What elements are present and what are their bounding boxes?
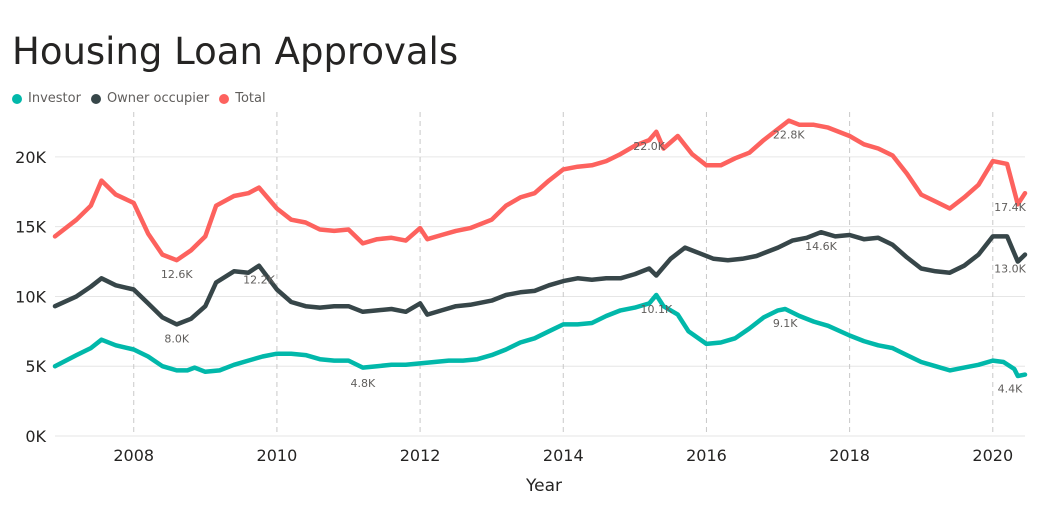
y-tick-label: 5K [25,357,46,376]
y-tick-label: 0K [25,427,46,446]
y-tick-label: 15K [15,218,46,237]
x-axis: 2008 2010 2012 2014 2016 2018 2020 [113,446,1013,465]
data-labels: 4.8K 10.1K 9.1K 4.4K 8.0K 12.2K 14.6K 13.0K 12.6… [161,129,1027,396]
y-axis: 0K 5K 10K 15K 20K [15,148,46,446]
series-line-total [52,118,1028,263]
series-lines [52,118,1028,379]
x-axis-title: Year [525,476,562,496]
legend-marker-owner-occupier [90,93,101,104]
legend-marker-investor [12,93,22,104]
gridlines [55,112,1025,437]
data-label-total: 22.8K [773,129,805,142]
data-label-owner-occupier: 12.2K [243,274,275,287]
legend-label-investor: Investor [28,91,81,106]
legend-item-investor[interactable]: Investor [12,91,81,106]
y-tick-label: 10K [15,287,46,306]
data-label-total: 22.0K [633,140,665,153]
data-label-total: 17.4K [994,201,1026,214]
data-label-owner-occupier: 13.0K [994,263,1026,276]
legend-label-owner-occupier: Owner occupier [106,91,210,106]
legend-marker-total [219,93,230,104]
legend: Investor Owner occupier Total [12,91,266,106]
data-label-investor: 4.8K [350,377,375,390]
legend-label-total: Total [235,91,266,106]
legend-item-total[interactable]: Total [219,91,266,106]
data-label-owner-occupier: 14.6K [805,240,837,253]
data-label-investor: 9.1K [773,317,798,330]
data-label-owner-occupier: 8.0K [164,332,189,345]
x-tick-label: 2020 [972,446,1013,465]
y-tick-label: 20K [15,148,46,167]
legend-item-owner-occupier[interactable]: Owner occupier [90,91,210,106]
x-tick-label: 2012 [400,446,441,465]
x-tick-label: 2016 [686,446,727,465]
series-line-investor [52,292,1028,379]
x-tick-label: 2018 [829,446,870,465]
x-tick-label: 2014 [543,446,584,465]
data-label-investor: 10.1K [640,303,672,316]
data-label-total: 12.6K [161,268,193,281]
data-label-investor: 4.4K [998,383,1023,396]
x-tick-label: 2010 [257,446,298,465]
series-line-owner-occupier [52,229,1028,327]
x-tick-label: 2008 [113,446,154,465]
chart-title: Housing Loan Approvals [12,30,459,73]
